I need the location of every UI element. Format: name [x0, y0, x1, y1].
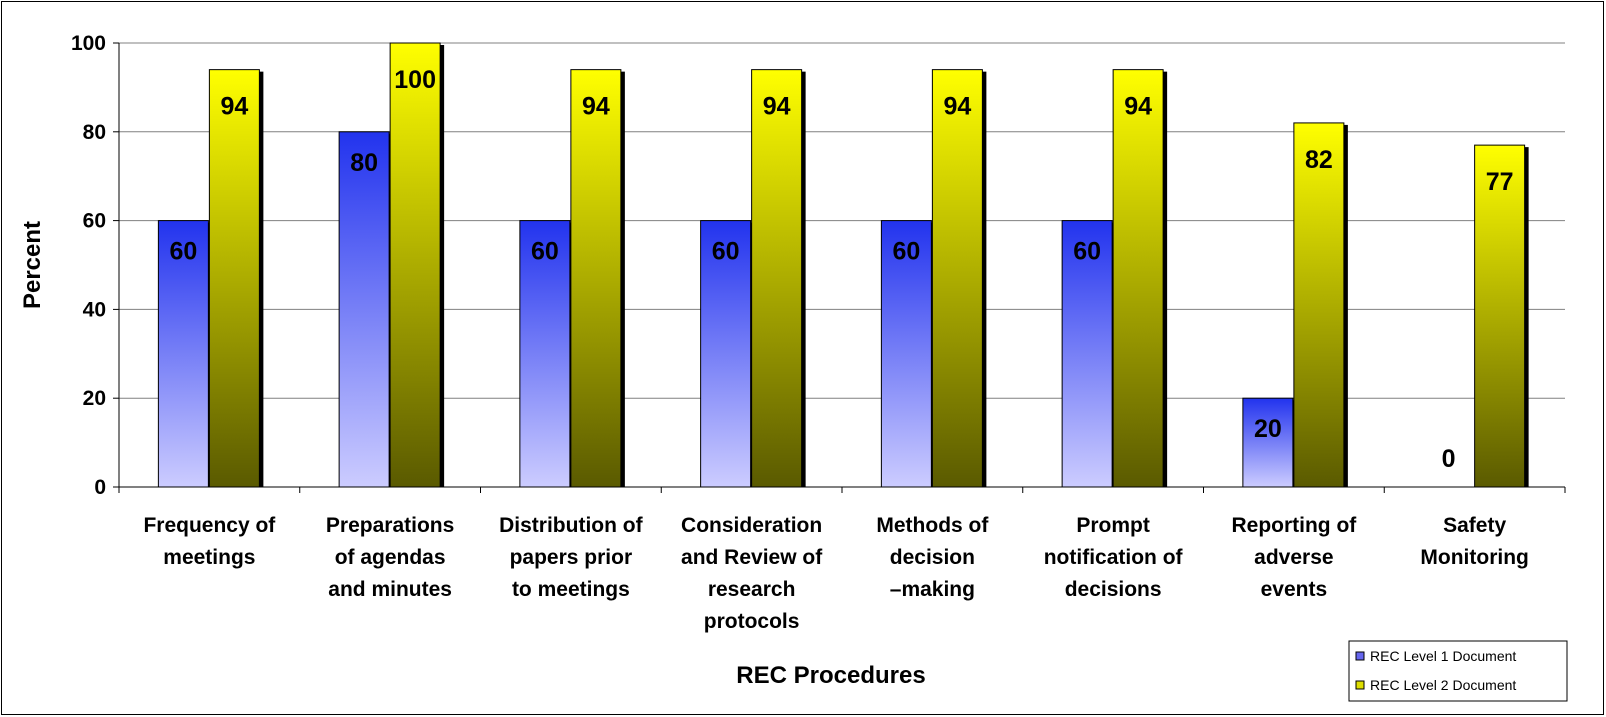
category-label: Methods of decision –making [876, 514, 989, 601]
category-label: Consideration and Review of research protoc… [681, 514, 823, 633]
legend: REC Level 1 Document REC Level 2 Documen… [1348, 640, 1568, 702]
category-label-line: decision [890, 546, 975, 569]
category-label: Distribution of papers prior to meetings [499, 514, 643, 601]
data-label-level2: 77 [1486, 168, 1514, 196]
bar-level2 [751, 69, 803, 488]
axes: 0 20 40 60 80 100 [71, 32, 1566, 499]
y-tick-label: 40 [83, 298, 106, 321]
bar-level1 [338, 131, 390, 488]
category-label-line: and minutes [328, 578, 452, 601]
category-label: Frequency of meetings [143, 514, 276, 569]
data-label-level1: 60 [169, 238, 197, 266]
data-label-level2: 100 [394, 66, 436, 94]
category-label: Preparations of agendas and minutes [326, 514, 454, 601]
category-label-line: meetings [163, 546, 255, 569]
category-labels: Frequency of meetings Preparations of agend… [143, 514, 1528, 633]
y-tick-label: 0 [94, 476, 106, 499]
category-label-line: Methods of [876, 514, 989, 537]
category-label: Safety Monitoring [1420, 514, 1528, 569]
category-label-line: Monitoring [1420, 546, 1528, 569]
y-tick-label: 20 [83, 387, 106, 410]
bars [157, 42, 1529, 488]
legend-swatch-level2 [1355, 680, 1365, 690]
category-label-line: events [1261, 578, 1328, 601]
category-label-line: and Review of [681, 546, 823, 569]
category-label-line: Consideration [681, 514, 822, 537]
category-label: Reporting of adverse events [1231, 514, 1357, 601]
legend-box [1348, 640, 1568, 702]
bar-level2 [931, 69, 983, 488]
y-tick-label: 60 [83, 210, 106, 233]
y-tick-label: 80 [83, 121, 106, 144]
category-label-line: Reporting of [1231, 514, 1357, 537]
category-label-line: notification of [1044, 546, 1184, 569]
data-label-level1: 0 [1442, 445, 1456, 473]
bar-level2 [389, 42, 441, 488]
data-label-level2: 94 [220, 93, 248, 121]
bar-level1 [1061, 220, 1113, 488]
x-axis-title: REC Procedures [736, 662, 925, 689]
bar-level2 [570, 69, 622, 488]
legend-label-level1: REC Level 1 Document [1370, 648, 1516, 664]
category-label: Prompt notification of decisions [1044, 514, 1184, 601]
bar-level1 [700, 220, 752, 488]
legend-swatch-level1 [1355, 651, 1365, 661]
bar-level2 [208, 69, 260, 488]
category-label-line: Frequency of [143, 514, 276, 537]
data-label-level1: 80 [350, 149, 378, 177]
category-label-line: protocols [704, 610, 800, 633]
y-tick-label: 100 [71, 32, 106, 55]
data-label-level1: 60 [1073, 238, 1101, 266]
data-label-level2: 94 [763, 93, 791, 121]
category-label-line: decisions [1065, 578, 1162, 601]
category-label-line: Prompt [1076, 514, 1150, 537]
data-label-level1: 60 [892, 238, 920, 266]
data-label-level2: 94 [943, 93, 971, 121]
data-labels: 60 94 80 100 60 94 60 94 60 94 60 94 20 82 0 77 [169, 66, 1513, 473]
bar-level1 [519, 220, 571, 488]
data-label-level1: 20 [1254, 415, 1282, 443]
bar-level1 [1242, 397, 1294, 488]
data-label-level2: 82 [1305, 146, 1333, 174]
category-label-line: papers prior [510, 546, 633, 569]
category-label-line: to meetings [512, 578, 630, 601]
data-label-level2: 94 [582, 93, 610, 121]
bar-level2 [1112, 69, 1164, 488]
bar-level2 [1474, 144, 1526, 488]
data-label-level2: 94 [1124, 93, 1152, 121]
data-label-level1: 60 [712, 238, 740, 266]
category-label-line: –making [890, 578, 975, 601]
category-label-line: adverse [1254, 546, 1333, 569]
bar-level2 [1293, 122, 1345, 488]
legend-label-level2: REC Level 2 Document [1370, 677, 1516, 693]
gridlines [119, 42, 1565, 399]
category-label-line: Preparations [326, 514, 454, 537]
category-label-line: research [708, 578, 796, 601]
category-label-line: of agendas [335, 546, 446, 569]
category-label-line: Distribution of [499, 514, 643, 537]
data-label-level1: 60 [531, 238, 559, 266]
y-axis-title: Percent [19, 221, 46, 309]
category-label-line: Safety [1443, 514, 1506, 537]
